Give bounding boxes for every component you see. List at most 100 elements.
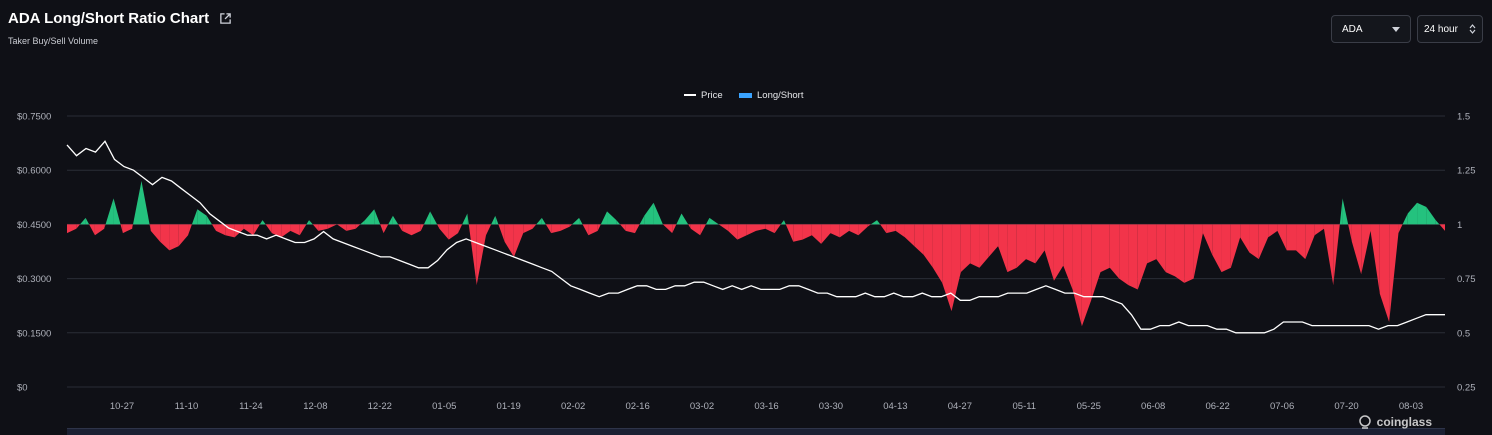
short-area-segment: [1258, 224, 1269, 260]
legend-long-short-swatch: [739, 93, 752, 98]
long-short-chart: $0.7500 $0.6000 $0.4500 $0.3000 $0.1500 $0 1.5…: [17, 90, 1476, 412]
short-area-segment: [737, 224, 747, 240]
x-tick-label: 11-24: [239, 401, 263, 412]
long-area-segment: [780, 220, 784, 225]
short-area-segment: [728, 224, 738, 240]
price-line: [66, 140, 1445, 334]
short-area-segment: [211, 224, 216, 231]
short-area-segment: [1370, 224, 1380, 294]
long-area-segment: [600, 211, 608, 225]
short-area-segment: [1379, 224, 1390, 322]
short-area-segment: [355, 224, 361, 229]
short-area-segment: [120, 224, 123, 234]
long-area-segment: [206, 215, 212, 225]
short-area-segment: [1314, 224, 1324, 236]
long-area-segment: [1426, 207, 1436, 225]
long-area-segment: [870, 220, 878, 225]
short-area-segment: [420, 224, 424, 231]
short-area-segment: [67, 224, 77, 234]
y-right-tick-label: 1.5: [1457, 112, 1470, 123]
short-area-segment: [411, 224, 421, 236]
short-area-segment: [318, 224, 328, 231]
asset-select[interactable]: ADA: [1331, 15, 1411, 43]
long-area-segment: [364, 209, 375, 225]
short-area-segment: [1007, 224, 1017, 273]
short-area-segment: [821, 224, 831, 244]
short-area-segment: [1016, 224, 1027, 268]
time-range-select-value: 24 hour: [1424, 23, 1458, 35]
short-area-segment: [849, 224, 859, 236]
short-area-segment: [437, 224, 440, 229]
short-area-segment: [811, 224, 822, 244]
long-area-segment: [1417, 202, 1427, 225]
x-tick-label: 02-16: [625, 401, 649, 412]
short-area-segment: [620, 224, 626, 231]
range-scrollbar[interactable]: [67, 428, 1445, 435]
short-area-segment: [1165, 224, 1175, 277]
short-area-segment: [1286, 224, 1297, 251]
long-area-segment: [616, 220, 621, 225]
y-right-tick-label: 0.75: [1457, 274, 1476, 285]
long-area-segment: [607, 211, 617, 225]
short-area-segment: [886, 224, 896, 234]
short-area-segment: [1351, 224, 1362, 275]
x-tick-label: 06-08: [1141, 401, 1165, 412]
long-area-segment: [374, 209, 381, 225]
long-area-segment: [392, 215, 399, 225]
short-area-segment: [1100, 224, 1110, 273]
short-area-segment: [188, 224, 192, 236]
long-area-segment: [306, 220, 310, 225]
page-title: ADA Long/Short Ratio Chart: [8, 10, 210, 27]
short-area-segment: [970, 224, 980, 268]
long-area-segment: [783, 220, 786, 225]
short-area-segment: [545, 224, 552, 234]
long-area-segment: [113, 198, 121, 225]
short-area-segment: [1119, 224, 1129, 286]
y-left-tick-label: $0.6000: [17, 166, 51, 177]
short-area-segment: [327, 224, 338, 229]
short-area-segment: [951, 224, 961, 312]
page-subtitle: Taker Buy/Sell Volume: [8, 36, 99, 46]
x-tick-label: 03-02: [690, 401, 714, 412]
y-right-tick-label: 0.25: [1457, 383, 1476, 394]
short-area-segment: [830, 224, 840, 238]
x-tick-label: 01-05: [432, 401, 456, 412]
long-area-segment: [141, 181, 150, 225]
long-area-segment: [705, 217, 710, 225]
long-area-segment: [541, 217, 546, 225]
short-area-segment: [802, 224, 812, 240]
long-area-segment: [360, 220, 365, 225]
y-left-tick-label: $0.7500: [17, 112, 51, 123]
chart-controls: ADA 24 hour: [1331, 15, 1483, 43]
short-area-segment: [793, 224, 803, 242]
x-tick-label: 03-16: [754, 401, 778, 412]
short-area-segment: [178, 224, 189, 247]
time-range-select[interactable]: 24 hour: [1417, 15, 1483, 43]
short-area-segment: [1221, 224, 1231, 273]
y-right-tick-label: 0.5: [1457, 328, 1470, 339]
short-area-segment: [523, 224, 533, 234]
short-area-segment: [1109, 224, 1120, 279]
y-left-tick-label: $0.4500: [17, 220, 51, 231]
short-area-segment: [532, 224, 537, 229]
short-area-segment: [569, 224, 573, 227]
short-area-segment: [690, 224, 701, 236]
long-area-segment: [133, 181, 142, 225]
long-area-segment: [877, 220, 881, 225]
external-link-icon[interactable]: [219, 12, 232, 25]
short-area-segment: [1026, 224, 1036, 264]
watermark-text: coinglass: [1376, 415, 1432, 429]
x-tick-label: 11-10: [175, 401, 199, 412]
short-area-segment: [942, 224, 952, 312]
long-area-segment: [676, 213, 682, 225]
short-area-segment: [1081, 224, 1092, 327]
short-area-segment: [476, 224, 486, 286]
y-left-tick-label: $0: [17, 383, 28, 394]
short-area-segment: [439, 224, 449, 240]
long-area-segment: [423, 211, 431, 225]
long-area-segment: [105, 198, 114, 225]
short-area-segment: [625, 224, 635, 234]
asset-select-value: ADA: [1342, 23, 1363, 35]
legend-price-label: Price: [701, 90, 723, 101]
long-area-segment: [309, 220, 313, 225]
